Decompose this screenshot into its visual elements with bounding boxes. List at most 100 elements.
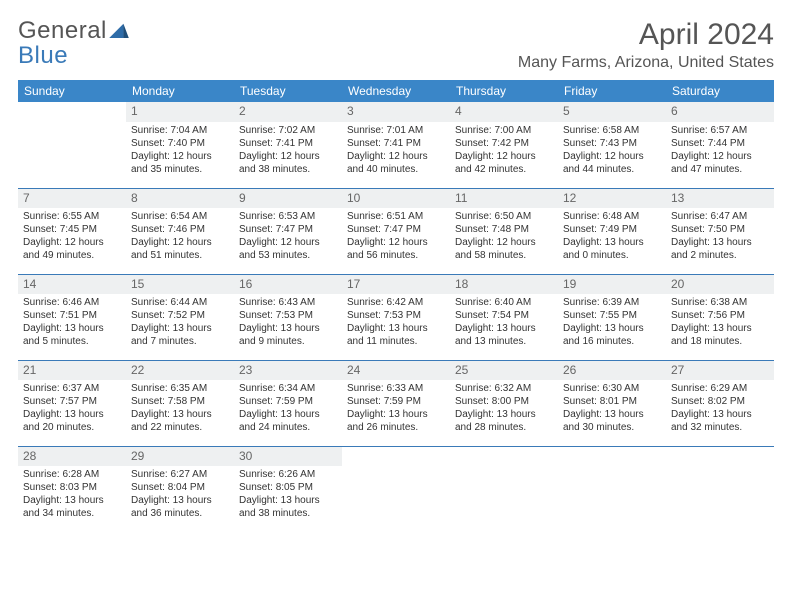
sunset-text: Sunset: 7:55 PM (563, 309, 661, 322)
sunset-text: Sunset: 7:53 PM (239, 309, 337, 322)
sunrise-text: Sunrise: 7:02 AM (239, 124, 337, 137)
header: GeneralBlue April 2024 Many Farms, Arizo… (18, 18, 774, 72)
daylight-text: and 38 minutes. (239, 507, 337, 520)
weekday-header: Sunday (18, 80, 126, 102)
sunrise-text: Sunrise: 6:29 AM (671, 382, 769, 395)
daylight-text: Daylight: 13 hours (23, 322, 121, 335)
calendar-cell: 17Sunrise: 6:42 AMSunset: 7:53 PMDayligh… (342, 274, 450, 360)
daylight-text: Daylight: 13 hours (455, 322, 553, 335)
sunset-text: Sunset: 7:50 PM (671, 223, 769, 236)
daylight-text: and 34 minutes. (23, 507, 121, 520)
daylight-text: Daylight: 12 hours (455, 150, 553, 163)
calendar-cell: 28Sunrise: 6:28 AMSunset: 8:03 PMDayligh… (18, 446, 126, 532)
calendar-row: 7Sunrise: 6:55 AMSunset: 7:45 PMDaylight… (18, 188, 774, 274)
calendar-cell: 26Sunrise: 6:30 AMSunset: 8:01 PMDayligh… (558, 360, 666, 446)
sunset-text: Sunset: 8:04 PM (131, 481, 229, 494)
sunrise-text: Sunrise: 6:53 AM (239, 210, 337, 223)
daylight-text: Daylight: 13 hours (455, 408, 553, 421)
calendar-cell: 4Sunrise: 7:00 AMSunset: 7:42 PMDaylight… (450, 102, 558, 188)
day-number: 29 (126, 447, 234, 467)
calendar-row: 14Sunrise: 6:46 AMSunset: 7:51 PMDayligh… (18, 274, 774, 360)
day-number: 11 (450, 189, 558, 209)
daylight-text: Daylight: 13 hours (239, 494, 337, 507)
daylight-text: Daylight: 13 hours (671, 236, 769, 249)
day-number: 16 (234, 275, 342, 295)
calendar-cell: 20Sunrise: 6:38 AMSunset: 7:56 PMDayligh… (666, 274, 774, 360)
sunset-text: Sunset: 7:42 PM (455, 137, 553, 150)
sunrise-text: Sunrise: 7:01 AM (347, 124, 445, 137)
daylight-text: and 30 minutes. (563, 421, 661, 434)
sail-icon (109, 18, 129, 43)
calendar-cell: 5Sunrise: 6:58 AMSunset: 7:43 PMDaylight… (558, 102, 666, 188)
calendar-cell: 29Sunrise: 6:27 AMSunset: 8:04 PMDayligh… (126, 446, 234, 532)
calendar-cell: . (450, 446, 558, 532)
calendar-cell: . (666, 446, 774, 532)
sunset-text: Sunset: 8:02 PM (671, 395, 769, 408)
sunrise-text: Sunrise: 6:39 AM (563, 296, 661, 309)
day-number: 12 (558, 189, 666, 209)
daylight-text: Daylight: 12 hours (239, 150, 337, 163)
month-title: April 2024 (518, 18, 774, 52)
weekday-header: Thursday (450, 80, 558, 102)
calendar-cell: 19Sunrise: 6:39 AMSunset: 7:55 PMDayligh… (558, 274, 666, 360)
sunrise-text: Sunrise: 6:54 AM (131, 210, 229, 223)
sunset-text: Sunset: 7:47 PM (347, 223, 445, 236)
calendar-cell: 24Sunrise: 6:33 AMSunset: 7:59 PMDayligh… (342, 360, 450, 446)
daylight-text: and 36 minutes. (131, 507, 229, 520)
daylight-text: and 16 minutes. (563, 335, 661, 348)
calendar-cell: 22Sunrise: 6:35 AMSunset: 7:58 PMDayligh… (126, 360, 234, 446)
daylight-text: and 9 minutes. (239, 335, 337, 348)
daylight-text: Daylight: 12 hours (131, 150, 229, 163)
day-number: 28 (18, 447, 126, 467)
calendar-cell: 1Sunrise: 7:04 AMSunset: 7:40 PMDaylight… (126, 102, 234, 188)
sunrise-text: Sunrise: 7:00 AM (455, 124, 553, 137)
calendar-cell: 18Sunrise: 6:40 AMSunset: 7:54 PMDayligh… (450, 274, 558, 360)
daylight-text: and 18 minutes. (671, 335, 769, 348)
daylight-text: Daylight: 12 hours (563, 150, 661, 163)
sunset-text: Sunset: 7:40 PM (131, 137, 229, 150)
daylight-text: and 20 minutes. (23, 421, 121, 434)
sunrise-text: Sunrise: 6:42 AM (347, 296, 445, 309)
calendar-cell: 7Sunrise: 6:55 AMSunset: 7:45 PMDaylight… (18, 188, 126, 274)
sunset-text: Sunset: 8:00 PM (455, 395, 553, 408)
daylight-text: Daylight: 12 hours (671, 150, 769, 163)
sunrise-text: Sunrise: 7:04 AM (131, 124, 229, 137)
calendar-cell: 30Sunrise: 6:26 AMSunset: 8:05 PMDayligh… (234, 446, 342, 532)
daylight-text: Daylight: 13 hours (563, 322, 661, 335)
day-number: 15 (126, 275, 234, 295)
daylight-text: and 51 minutes. (131, 249, 229, 262)
day-number: 30 (234, 447, 342, 467)
daylight-text: and 22 minutes. (131, 421, 229, 434)
daylight-text: Daylight: 13 hours (131, 408, 229, 421)
calendar-cell: 8Sunrise: 6:54 AMSunset: 7:46 PMDaylight… (126, 188, 234, 274)
day-number: 23 (234, 361, 342, 381)
weekday-header: Monday (126, 80, 234, 102)
sunrise-text: Sunrise: 6:30 AM (563, 382, 661, 395)
sunset-text: Sunset: 7:49 PM (563, 223, 661, 236)
daylight-text: and 32 minutes. (671, 421, 769, 434)
daylight-text: and 47 minutes. (671, 163, 769, 176)
day-number: 9 (234, 189, 342, 209)
sunrise-text: Sunrise: 6:43 AM (239, 296, 337, 309)
calendar-cell: 15Sunrise: 6:44 AMSunset: 7:52 PMDayligh… (126, 274, 234, 360)
daylight-text: Daylight: 12 hours (131, 236, 229, 249)
weekday-header: Tuesday (234, 80, 342, 102)
sunset-text: Sunset: 7:57 PM (23, 395, 121, 408)
daylight-text: and 35 minutes. (131, 163, 229, 176)
sunset-text: Sunset: 8:03 PM (23, 481, 121, 494)
daylight-text: and 0 minutes. (563, 249, 661, 262)
sunset-text: Sunset: 7:59 PM (347, 395, 445, 408)
day-number: 3 (342, 102, 450, 122)
sunrise-text: Sunrise: 6:33 AM (347, 382, 445, 395)
sunrise-text: Sunrise: 6:40 AM (455, 296, 553, 309)
day-number: 8 (126, 189, 234, 209)
brand-logo: GeneralBlue (18, 18, 129, 68)
sunset-text: Sunset: 7:52 PM (131, 309, 229, 322)
sunset-text: Sunset: 8:05 PM (239, 481, 337, 494)
sunset-text: Sunset: 7:56 PM (671, 309, 769, 322)
sunset-text: Sunset: 7:54 PM (455, 309, 553, 322)
weekday-header-row: Sunday Monday Tuesday Wednesday Thursday… (18, 80, 774, 102)
calendar-cell: 6Sunrise: 6:57 AMSunset: 7:44 PMDaylight… (666, 102, 774, 188)
daylight-text: and 2 minutes. (671, 249, 769, 262)
day-number: 17 (342, 275, 450, 295)
